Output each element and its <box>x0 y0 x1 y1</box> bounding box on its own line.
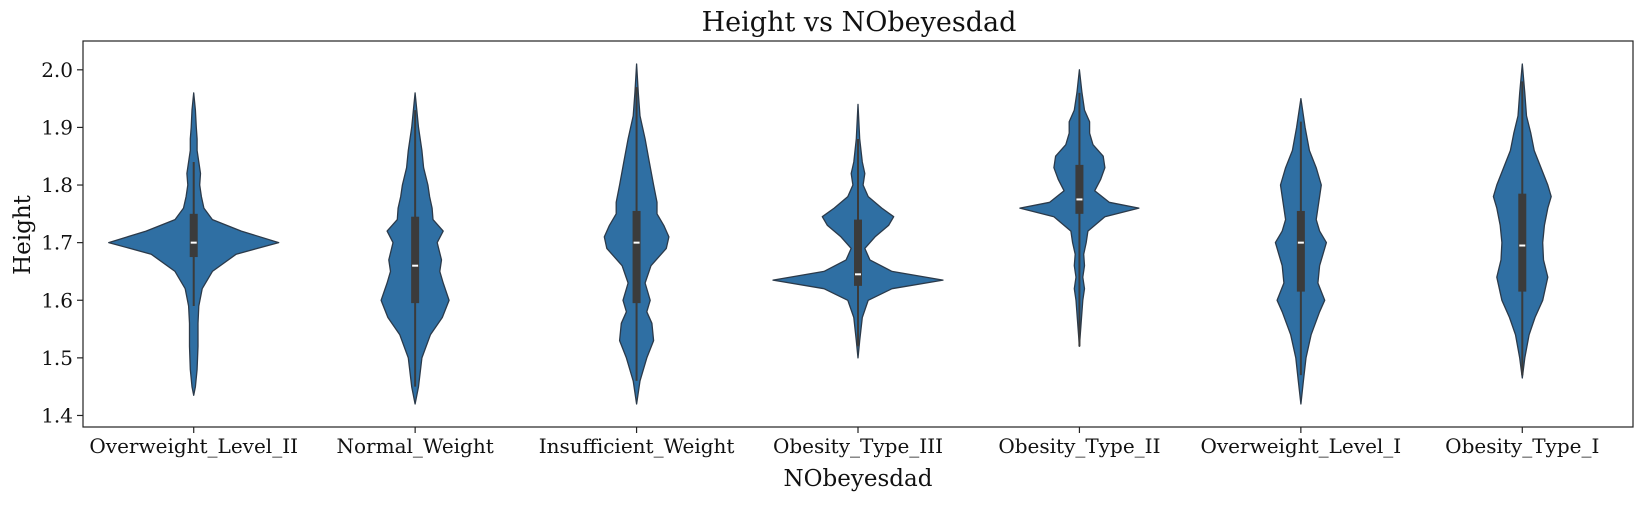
violin-Overweight_Level_I <box>1274 97 1328 405</box>
violin-iqr-box <box>632 210 641 304</box>
x-tick-label: Obesity_Type_II <box>998 434 1160 458</box>
x-tick-label: Obesity_Type_I <box>1445 434 1599 458</box>
violin-iqr-box <box>1075 164 1084 214</box>
plot-area <box>108 63 1552 405</box>
y-tick-label: 1.9 <box>41 115 73 139</box>
x-tick-label: Normal_Weight <box>337 434 494 458</box>
violin-iqr-box <box>189 213 198 258</box>
y-tick-label: 2.0 <box>41 58 73 82</box>
violin-Insufficient_Weight <box>603 63 670 405</box>
x-tick-label: Obesity_Type_III <box>773 434 943 458</box>
violin-iqr-box <box>411 216 420 304</box>
violin-Obesity_Type_II <box>1019 69 1140 347</box>
y-tick-label: 1.5 <box>41 346 73 370</box>
y-tick-label: 1.4 <box>41 403 73 427</box>
violin-iqr-box <box>854 219 862 286</box>
violin-Overweight_Level_II <box>108 92 280 396</box>
x-axis-title: NObeyesdad <box>784 466 933 492</box>
x-tick-label: Overweight_Level_I <box>1200 434 1401 458</box>
violin-iqr-box <box>1296 210 1305 292</box>
chart-title: Height vs NObeyesdad <box>702 7 1017 38</box>
y-axis: 1.4 1.5 1.6 1.7 1.8 1.9 2.0 <box>41 58 83 427</box>
y-axis-title: Height <box>10 194 36 275</box>
x-axis: Overweight_Level_II Normal_Weight Insuffic… <box>89 427 1599 458</box>
y-tick-label: 1.6 <box>41 288 73 312</box>
violin-iqr-box <box>1518 193 1527 292</box>
y-tick-label: 1.8 <box>41 173 73 197</box>
y-tick-label: 1.7 <box>41 231 73 255</box>
x-tick-label: Overweight_Level_II <box>89 434 298 458</box>
violin-Obesity_Type_III <box>772 103 944 359</box>
violin-Obesity_Type_I <box>1492 63 1552 379</box>
x-tick-label: Insufficient_Weight <box>539 434 735 458</box>
violin-Normal_Weight <box>380 92 450 405</box>
